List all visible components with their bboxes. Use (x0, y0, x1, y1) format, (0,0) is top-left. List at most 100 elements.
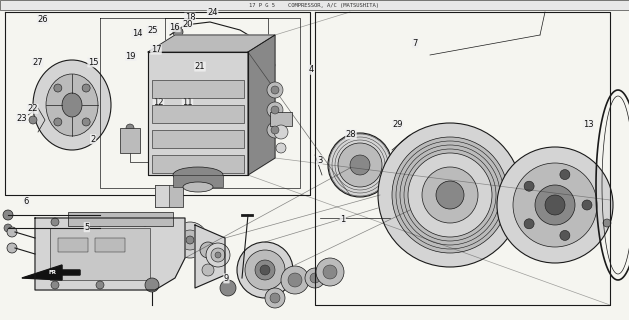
Text: 25: 25 (147, 26, 157, 35)
Circle shape (202, 264, 214, 276)
Circle shape (305, 268, 325, 288)
Text: 16: 16 (170, 23, 180, 32)
Text: 9: 9 (224, 274, 229, 283)
Circle shape (271, 86, 279, 94)
Circle shape (281, 266, 309, 294)
Text: 26: 26 (38, 15, 48, 24)
Circle shape (276, 143, 286, 153)
Circle shape (82, 84, 90, 92)
Text: 24: 24 (208, 8, 218, 17)
Text: 18: 18 (185, 13, 195, 22)
Circle shape (51, 218, 59, 226)
Text: 27: 27 (33, 58, 43, 67)
Ellipse shape (33, 60, 111, 150)
Text: 20: 20 (182, 20, 192, 28)
Text: 6: 6 (24, 197, 29, 206)
Text: 22: 22 (28, 104, 38, 113)
Bar (270, 112, 292, 126)
Polygon shape (195, 225, 225, 288)
Bar (0, 0, 629, 10)
Circle shape (206, 243, 230, 267)
Circle shape (7, 227, 17, 237)
Text: 5: 5 (84, 223, 89, 232)
Text: 13: 13 (583, 120, 593, 129)
Text: 19: 19 (126, 52, 136, 60)
Circle shape (245, 250, 285, 290)
Circle shape (267, 122, 283, 138)
Circle shape (524, 181, 534, 191)
Circle shape (267, 82, 283, 98)
Circle shape (145, 278, 159, 292)
Circle shape (96, 281, 104, 289)
Text: 14: 14 (132, 29, 142, 38)
Circle shape (524, 219, 534, 229)
Ellipse shape (62, 93, 82, 117)
Bar (95, 238, 125, 252)
Text: 17 P G 5    COMPRESSOR, A/C (MATSUSHITA): 17 P G 5 COMPRESSOR, A/C (MATSUSHITA) (249, 3, 379, 7)
Ellipse shape (183, 182, 213, 192)
Circle shape (350, 155, 370, 175)
Polygon shape (248, 35, 275, 175)
Circle shape (582, 200, 592, 210)
Text: 11: 11 (182, 98, 192, 107)
Circle shape (4, 224, 12, 232)
Circle shape (535, 185, 575, 225)
Text: 28: 28 (346, 130, 356, 139)
Bar (152, 130, 244, 148)
Bar (50, 228, 150, 280)
Circle shape (288, 273, 302, 287)
Circle shape (408, 153, 492, 237)
Circle shape (328, 133, 392, 197)
Circle shape (265, 288, 285, 308)
Bar (155, 185, 183, 207)
Circle shape (378, 123, 522, 267)
Circle shape (497, 147, 613, 263)
Circle shape (255, 260, 275, 280)
Text: 12: 12 (153, 98, 164, 107)
Circle shape (271, 106, 279, 114)
Bar (152, 105, 244, 123)
Text: 23: 23 (17, 114, 27, 123)
Circle shape (211, 248, 225, 262)
Circle shape (560, 230, 570, 240)
Circle shape (323, 265, 337, 279)
Circle shape (603, 219, 611, 227)
Circle shape (316, 258, 344, 286)
Circle shape (54, 118, 62, 126)
Polygon shape (148, 35, 275, 52)
Circle shape (96, 218, 104, 226)
Bar (58, 238, 88, 252)
Circle shape (186, 236, 194, 244)
Circle shape (141, 218, 149, 226)
Polygon shape (22, 265, 80, 280)
Circle shape (513, 163, 597, 247)
Circle shape (54, 84, 62, 92)
Text: 1: 1 (340, 215, 345, 224)
Text: FR: FR (48, 270, 56, 276)
Circle shape (215, 252, 221, 258)
Circle shape (274, 125, 288, 139)
Circle shape (200, 242, 216, 258)
Circle shape (172, 222, 208, 258)
Circle shape (82, 118, 90, 126)
Bar (68, 212, 173, 226)
Ellipse shape (46, 74, 98, 136)
Circle shape (310, 273, 320, 283)
Circle shape (545, 195, 565, 215)
Text: 8: 8 (216, 167, 221, 176)
Text: 3: 3 (317, 156, 322, 164)
Circle shape (560, 170, 570, 180)
Circle shape (267, 102, 283, 118)
Bar (155, 185, 169, 207)
Bar (173, 175, 223, 187)
Polygon shape (148, 52, 248, 175)
Circle shape (237, 242, 293, 298)
Bar (120, 128, 140, 153)
Circle shape (220, 280, 236, 296)
Circle shape (29, 116, 37, 124)
Circle shape (270, 293, 280, 303)
Circle shape (260, 265, 270, 275)
Circle shape (436, 181, 464, 209)
Text: 4: 4 (309, 65, 314, 74)
Circle shape (51, 281, 59, 289)
